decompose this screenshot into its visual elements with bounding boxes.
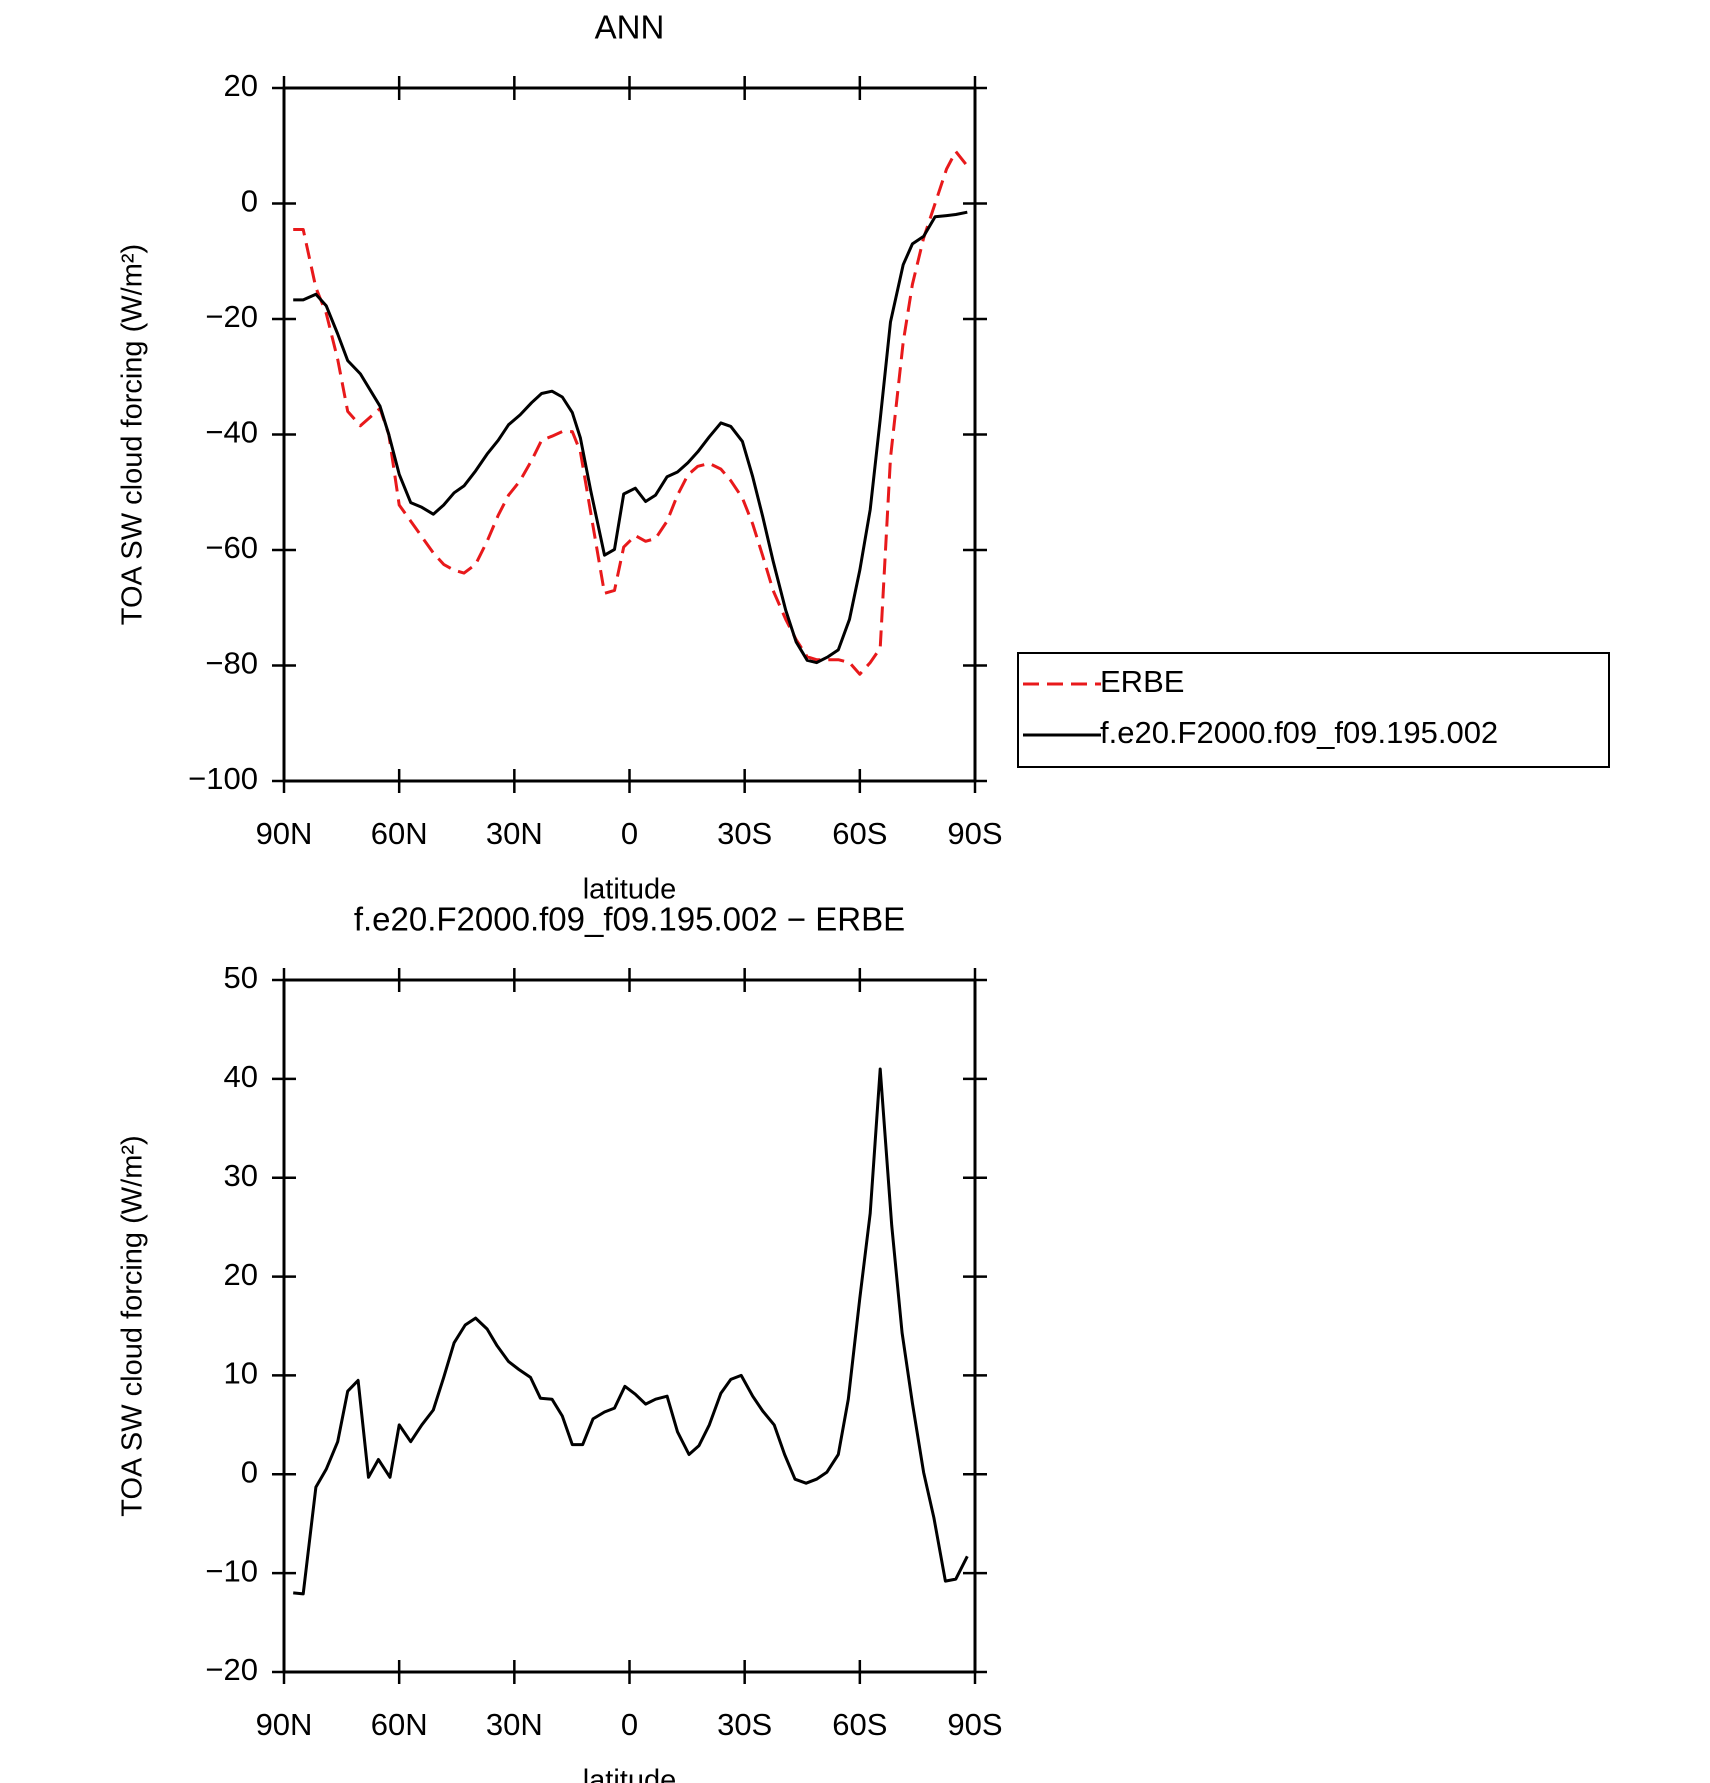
x-axis-label: latitude bbox=[583, 1765, 677, 1783]
data-line bbox=[293, 1067, 969, 1596]
x-tick-label: 30N bbox=[486, 1707, 543, 1742]
y-tick-label: −20 bbox=[205, 299, 258, 334]
y-axis-label: TOA SW cloud forcing (W/m²) bbox=[117, 244, 149, 625]
x-tick-label: 0 bbox=[621, 1707, 638, 1742]
data-line bbox=[293, 150, 969, 676]
y-tick-label: −20 bbox=[205, 1652, 258, 1687]
x-tick-label: 60N bbox=[371, 816, 428, 851]
x-axis-label: latitude bbox=[583, 874, 677, 906]
chart-title: f.e20.F2000.f09_f09.195.002 − ERBE bbox=[354, 901, 905, 938]
x-tick-label: 30S bbox=[717, 816, 772, 851]
x-tick-label: 60S bbox=[832, 1707, 887, 1742]
chart-title: ANN bbox=[595, 9, 665, 46]
x-tick-label: 60N bbox=[371, 1707, 428, 1742]
y-tick-label: 40 bbox=[224, 1059, 258, 1094]
plot-frame bbox=[282, 978, 977, 1674]
y-tick-label: 0 bbox=[241, 1454, 258, 1489]
y-axis-label: TOA SW cloud forcing (W/m²) bbox=[117, 1135, 149, 1516]
y-tick-label: 10 bbox=[224, 1356, 258, 1391]
x-tick-label: 90N bbox=[256, 1707, 313, 1742]
data-line bbox=[293, 210, 968, 665]
y-tick-label: 20 bbox=[224, 68, 258, 103]
y-tick-label: −40 bbox=[205, 415, 258, 450]
legend-box bbox=[1017, 652, 1610, 768]
x-tick-label: 90N bbox=[256, 816, 313, 851]
y-tick-label: 20 bbox=[224, 1257, 258, 1292]
x-tick-label: 30S bbox=[717, 1707, 772, 1742]
legend-label: ERBE bbox=[1100, 664, 1184, 699]
y-tick-label: −60 bbox=[205, 530, 258, 565]
x-tick-label: 0 bbox=[621, 816, 638, 851]
y-tick-label: 50 bbox=[224, 960, 258, 995]
y-tick-label: −100 bbox=[188, 761, 258, 796]
legend-label: f.e20.F2000.f09_f09.195.002 bbox=[1100, 715, 1498, 750]
x-tick-label: 60S bbox=[832, 816, 887, 851]
y-tick-label: −10 bbox=[205, 1553, 258, 1588]
y-tick-label: 30 bbox=[224, 1158, 258, 1193]
x-tick-label: 30N bbox=[486, 816, 543, 851]
x-tick-label: 90S bbox=[947, 1707, 1002, 1742]
y-tick-label: −80 bbox=[205, 646, 258, 681]
y-tick-label: 0 bbox=[241, 184, 258, 219]
x-tick-label: 90S bbox=[947, 816, 1002, 851]
